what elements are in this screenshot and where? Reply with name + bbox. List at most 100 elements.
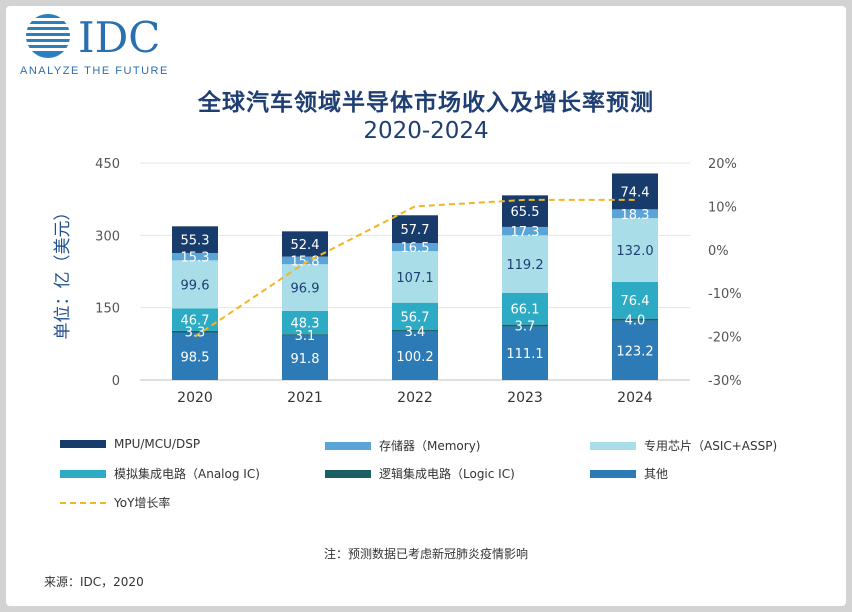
bar-segment	[172, 330, 218, 333]
bar-segment	[282, 335, 328, 380]
bar-segment	[282, 334, 328, 336]
data-label: 4.0	[625, 314, 646, 329]
legend-label: 专用芯片（ASIC+ASSP)	[644, 439, 778, 453]
bar-segment	[612, 209, 658, 219]
legend-swatch	[590, 441, 636, 450]
y2-tick-label: 10%	[708, 200, 737, 215]
x-tick-label: 2024	[617, 390, 653, 406]
bar-segment	[172, 332, 218, 380]
bar-segment	[172, 226, 218, 253]
yoy-growth-line	[194, 198, 635, 338]
legend-label: 模拟集成电路（Analog IC)	[114, 467, 260, 481]
bar-segment	[392, 251, 438, 303]
bar-segment	[392, 331, 438, 380]
data-label: 46.7	[181, 314, 210, 329]
data-label: 16.5	[401, 241, 430, 256]
data-label: 52.4	[291, 238, 320, 253]
data-label: 3.4	[405, 325, 426, 340]
data-label: 17.3	[511, 225, 540, 240]
logo-tagline: ANALYZE THE FUTURE	[20, 65, 169, 77]
x-tick-label: 2020	[177, 390, 213, 406]
legend-label: 其他	[644, 467, 669, 481]
legend-swatch	[590, 469, 636, 478]
data-label: 91.8	[291, 352, 320, 367]
bar-segment	[612, 281, 658, 319]
source: 来源：IDC，2020	[44, 575, 144, 589]
x-tick-label: 2023	[507, 390, 543, 406]
y-tick-label: 0	[112, 374, 120, 389]
y-tick-label: 150	[95, 302, 120, 317]
y-tick-label: 300	[95, 229, 120, 244]
x-tick-label: 2022	[397, 390, 433, 406]
legend-item: 专用芯片（ASIC+ASSP)	[590, 437, 777, 454]
legend-label: MPU/MCU/DSP	[114, 437, 201, 451]
bar-segment	[612, 318, 658, 321]
y2-tick-label: -20%	[708, 331, 742, 346]
data-label: 15.3	[181, 251, 210, 266]
data-label: 66.1	[511, 303, 540, 318]
data-label: 3.3	[185, 326, 206, 341]
legend-item: 其他	[590, 465, 668, 482]
bar-segment	[392, 330, 438, 332]
data-label: 74.4	[621, 185, 650, 200]
bar-segment	[612, 320, 658, 380]
yoy-line	[194, 198, 635, 338]
bar-segment	[282, 310, 328, 335]
legend-label: 逻辑集成电路（Logic IC)	[379, 467, 515, 481]
footnote: 注：预测数据已考虑新冠肺炎疫情影响	[323, 547, 528, 561]
legend-item: MPU/MCU/DSP	[60, 437, 200, 451]
stacked-bar-chart: 98.5 3.346.7 99.6 15.3 55.3 91.8 3.148.3 96.9 15…	[53, 157, 742, 406]
data-label: 96.9	[291, 282, 320, 297]
bar-segment	[392, 243, 438, 252]
axes: 0 150 300 450 20% 10% 0% -10% -20% -30% 单位：亿（美元） 20…	[53, 157, 742, 406]
bar-segment	[502, 326, 548, 380]
data-label: 107.1	[396, 271, 433, 286]
bar-segment	[392, 302, 438, 331]
bar-segment	[612, 218, 658, 282]
data-labels: 98.53.346.799.615.355.391.83.148.396.915…	[181, 185, 654, 366]
legend-label: 存储器（Memory)	[379, 439, 481, 453]
legend-label: YoY增长率	[114, 496, 171, 510]
y2-tick-label: -30%	[708, 374, 742, 389]
data-label: 99.6	[181, 278, 210, 293]
data-label: 65.5	[511, 205, 540, 220]
legend-item: 逻辑集成电路（Logic IC)	[325, 465, 515, 482]
legend-swatch	[325, 469, 371, 478]
bar-segment	[502, 292, 548, 325]
legend-item: 模拟集成电路（Analog IC)	[60, 465, 260, 482]
logo-wordmark: IDC	[78, 13, 160, 62]
data-label: 3.1	[295, 329, 316, 344]
bar-segment	[282, 256, 328, 265]
chart-subtitle: 2020-2024	[363, 118, 489, 144]
globe-icon	[24, 14, 72, 58]
data-label: 55.3	[181, 234, 210, 249]
bar-segment	[502, 235, 548, 293]
data-label: 100.2	[396, 350, 433, 365]
bar-segment	[282, 231, 328, 257]
data-label: 3.7	[515, 320, 536, 335]
bar-segment	[502, 324, 548, 327]
legend-item: YoY增长率	[60, 494, 170, 511]
data-label: 123.2	[616, 344, 653, 359]
x-tick-label: 2021	[287, 390, 323, 406]
y2-tick-label: 20%	[708, 157, 737, 172]
data-label: 56.7	[401, 310, 430, 325]
data-label: 132.0	[616, 244, 653, 259]
chart-title: 全球汽车领域半导体市场收入及增长率预测	[198, 90, 654, 116]
y-axis-label: 单位：亿（美元）	[53, 204, 73, 340]
data-label: 48.3	[291, 317, 320, 332]
data-label: 98.5	[181, 350, 210, 365]
bar-segment	[172, 260, 218, 309]
data-label: 18.3	[621, 208, 650, 223]
bar-segment	[172, 252, 218, 261]
data-label: 119.2	[506, 258, 543, 273]
bar-segment	[392, 215, 438, 244]
legend-swatch	[325, 441, 371, 450]
legend-swatch	[60, 501, 106, 504]
bar-segment	[172, 308, 218, 331]
y-tick-label: 450	[95, 157, 120, 172]
legend-swatch	[60, 440, 106, 448]
y2-tick-label: 0%	[708, 244, 729, 259]
data-label: 76.4	[621, 294, 650, 309]
data-label: 111.1	[506, 347, 543, 362]
